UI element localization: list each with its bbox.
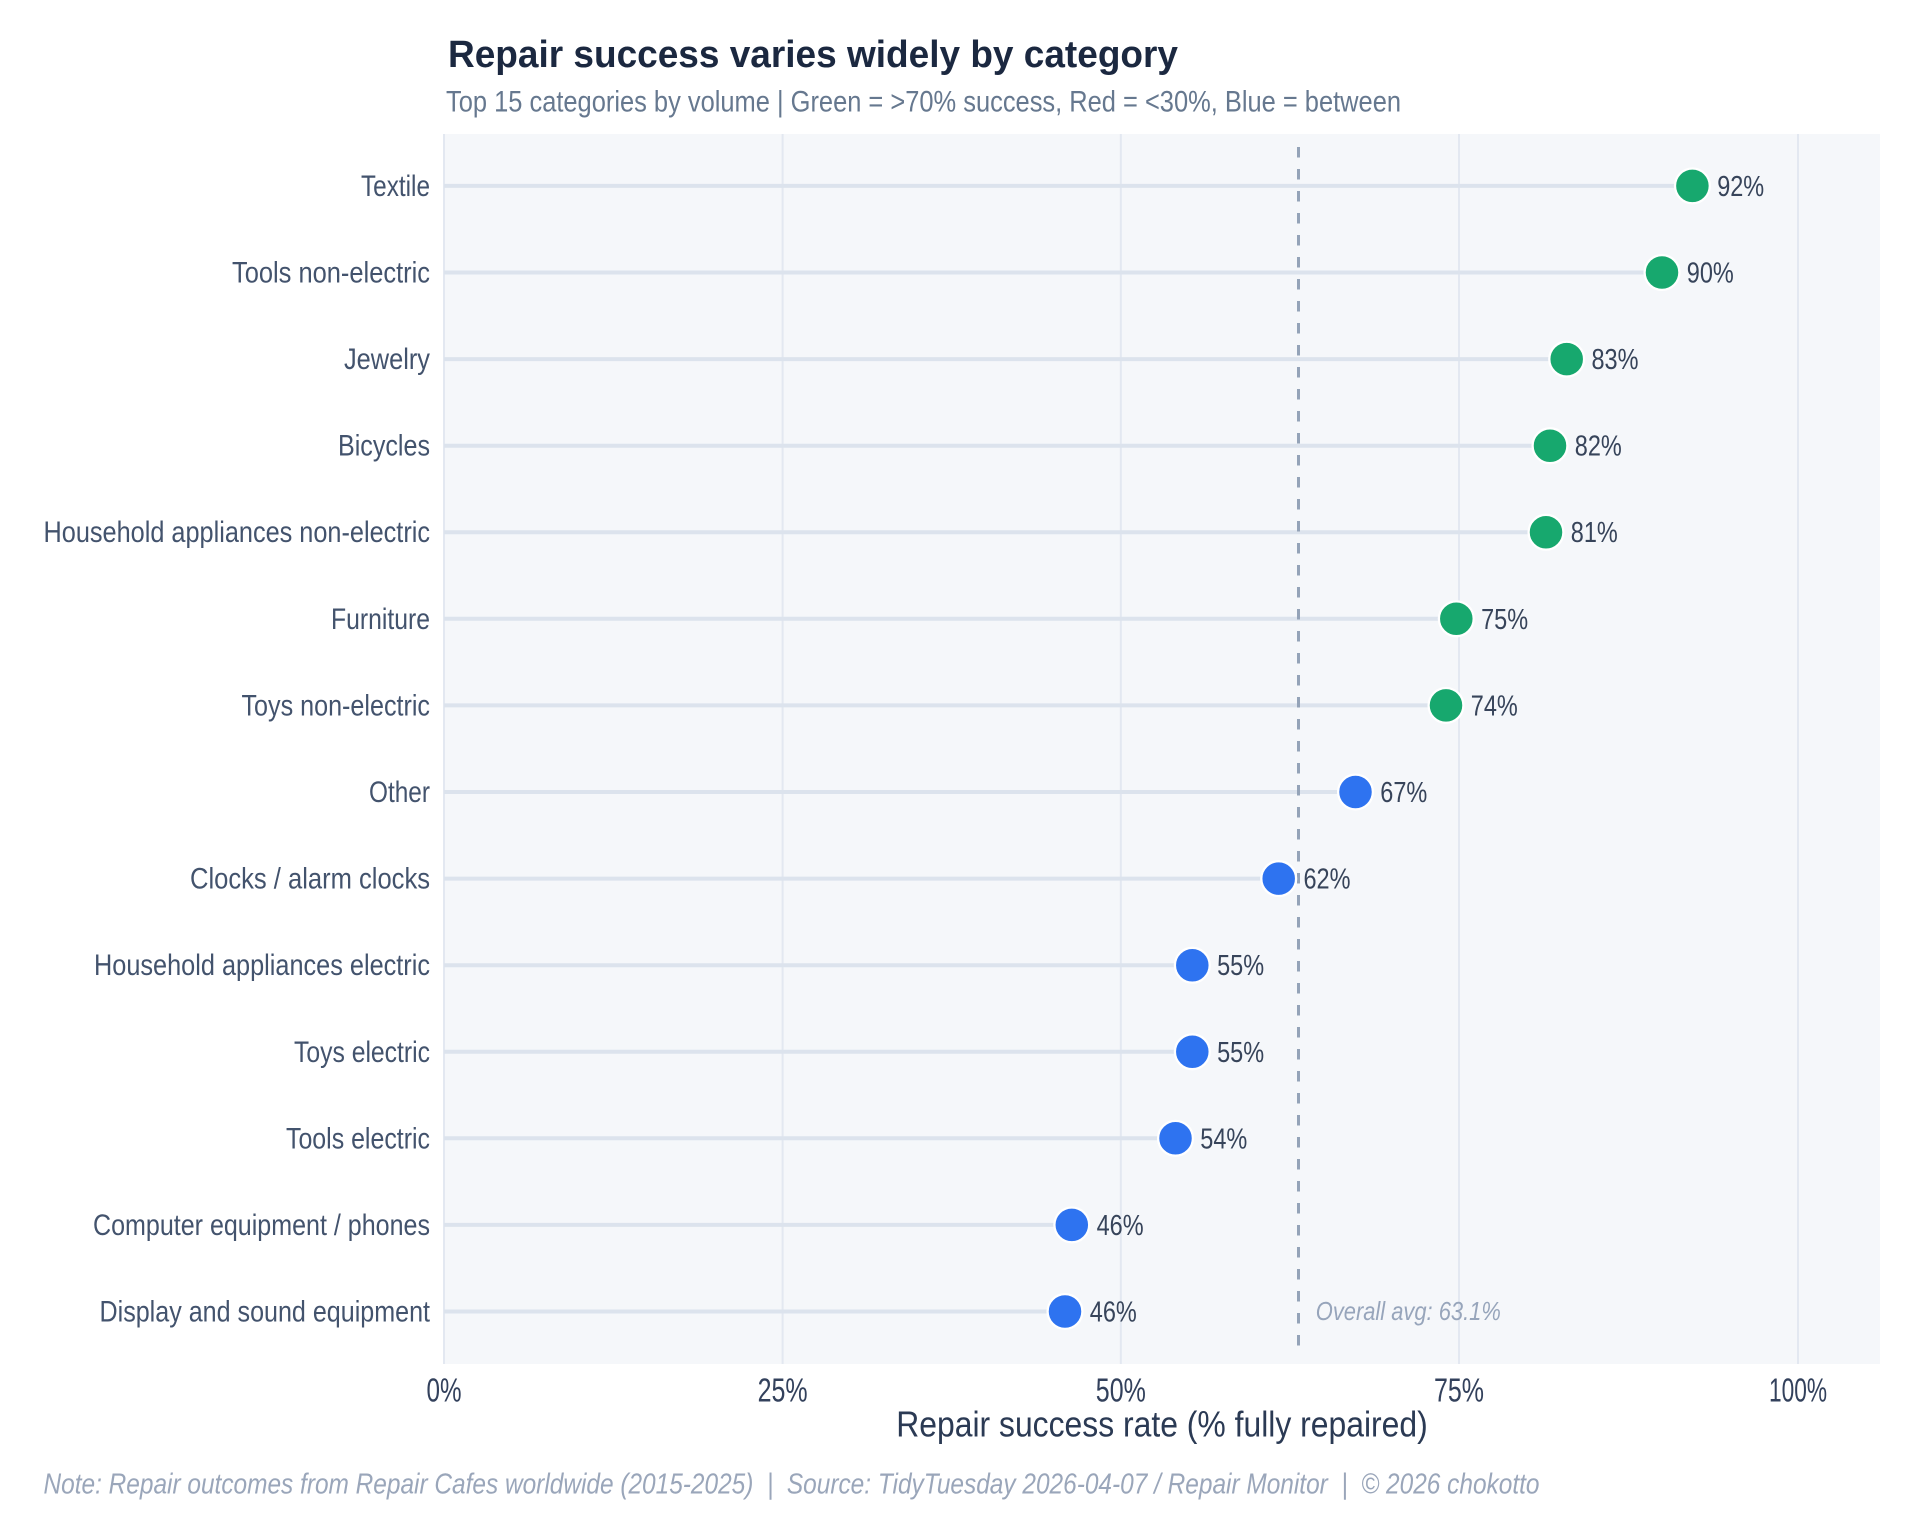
- svg-text:Textile: Textile: [361, 170, 430, 203]
- svg-text:50%: 50%: [1096, 1372, 1146, 1409]
- svg-text:82%: 82%: [1575, 431, 1622, 463]
- svg-text:Note: Repair outcomes from Rep: Note: Repair outcomes from Repair Cafes …: [44, 1469, 1540, 1501]
- svg-text:Overall avg: 63.1%: Overall avg: 63.1%: [1316, 1296, 1501, 1326]
- svg-text:Bicycles: Bicycles: [338, 430, 430, 463]
- svg-text:81%: 81%: [1571, 517, 1618, 549]
- svg-text:Toys non-electric: Toys non-electric: [242, 689, 431, 722]
- svg-text:0%: 0%: [427, 1372, 462, 1409]
- svg-text:100%: 100%: [1769, 1372, 1827, 1409]
- svg-text:46%: 46%: [1097, 1210, 1144, 1242]
- svg-text:Jewelry: Jewelry: [344, 343, 430, 376]
- svg-text:67%: 67%: [1380, 777, 1427, 809]
- svg-text:Repair success varies widely b: Repair success varies widely by category: [448, 34, 1178, 76]
- svg-text:25%: 25%: [758, 1372, 808, 1409]
- svg-text:54%: 54%: [1200, 1123, 1247, 1155]
- svg-text:55%: 55%: [1217, 1037, 1264, 1069]
- svg-text:Household appliances electric: Household appliances electric: [94, 949, 430, 982]
- svg-text:Display and sound equipment: Display and sound equipment: [100, 1296, 431, 1329]
- svg-text:Tools electric: Tools electric: [286, 1122, 430, 1155]
- svg-text:Toys electric: Toys electric: [294, 1036, 430, 1069]
- svg-text:Other: Other: [369, 776, 430, 809]
- svg-text:75%: 75%: [1434, 1372, 1484, 1409]
- svg-text:Tools non-electric: Tools non-electric: [232, 257, 430, 290]
- svg-text:92%: 92%: [1717, 171, 1764, 203]
- svg-text:83%: 83%: [1592, 344, 1639, 376]
- svg-text:Furniture: Furniture: [331, 603, 430, 636]
- svg-text:74%: 74%: [1471, 690, 1518, 722]
- svg-text:46%: 46%: [1090, 1297, 1137, 1329]
- svg-text:Clocks / alarm clocks: Clocks / alarm clocks: [190, 863, 430, 896]
- svg-text:Top 15 categories by volume |: Top 15 categories by volume | Green = >7…: [446, 86, 1401, 119]
- svg-text:Computer equipment / phones: Computer equipment / phones: [93, 1209, 430, 1242]
- svg-text:62%: 62%: [1304, 864, 1351, 896]
- svg-text:75%: 75%: [1481, 604, 1528, 636]
- svg-text:Household appliances non-elect: Household appliances non-electric: [44, 516, 431, 549]
- svg-text:55%: 55%: [1217, 950, 1264, 982]
- svg-text:Repair success rate (% fully r: Repair success rate (% fully repaired): [896, 1404, 1428, 1445]
- svg-text:90%: 90%: [1687, 258, 1734, 290]
